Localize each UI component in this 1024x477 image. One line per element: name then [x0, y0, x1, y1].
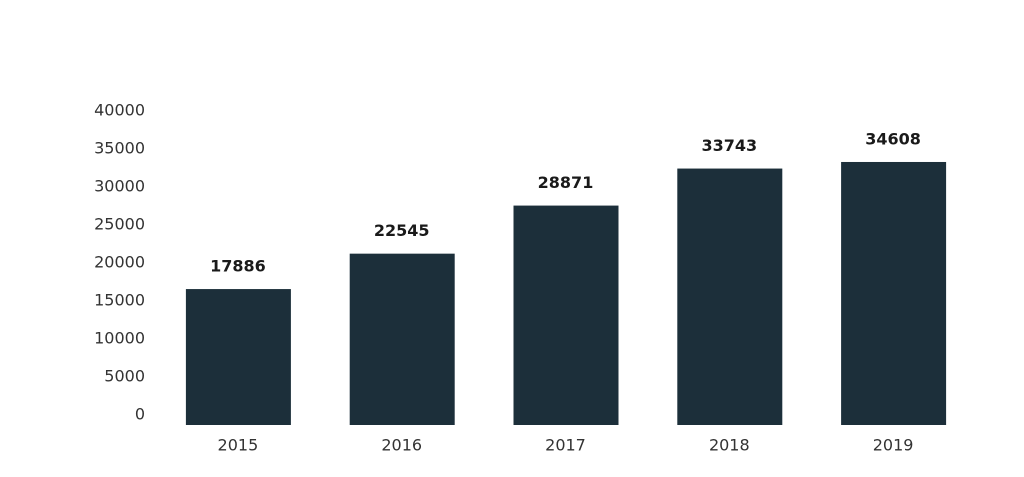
- y-tick-label: 25000: [94, 215, 145, 234]
- data-label: 33743: [701, 136, 757, 155]
- data-label: 28871: [538, 173, 594, 192]
- x-tick-label: 2019: [873, 436, 914, 455]
- y-tick-label: 35000: [94, 139, 145, 158]
- y-tick-label: 15000: [94, 291, 145, 310]
- bar: [349, 253, 455, 425]
- y-tick-label: 10000: [94, 329, 145, 348]
- y-tick-label: 30000: [94, 177, 145, 196]
- x-tick-label: 2015: [218, 436, 259, 455]
- data-label: 22545: [374, 221, 430, 240]
- data-label: 34608: [865, 129, 921, 148]
- bar: [185, 289, 291, 425]
- x-tick-label: 2018: [709, 436, 750, 455]
- x-tick-label: 2016: [381, 436, 422, 455]
- bar: [513, 205, 619, 425]
- y-tick-label: 40000: [94, 101, 145, 120]
- x-tick-label: 2017: [545, 436, 586, 455]
- y-tick-label: 5000: [104, 367, 145, 386]
- y-tick-label: 20000: [94, 253, 145, 272]
- bar: [677, 168, 783, 425]
- bar: [841, 161, 947, 426]
- data-label: 17886: [210, 257, 266, 276]
- y-tick-label: 0: [135, 405, 145, 424]
